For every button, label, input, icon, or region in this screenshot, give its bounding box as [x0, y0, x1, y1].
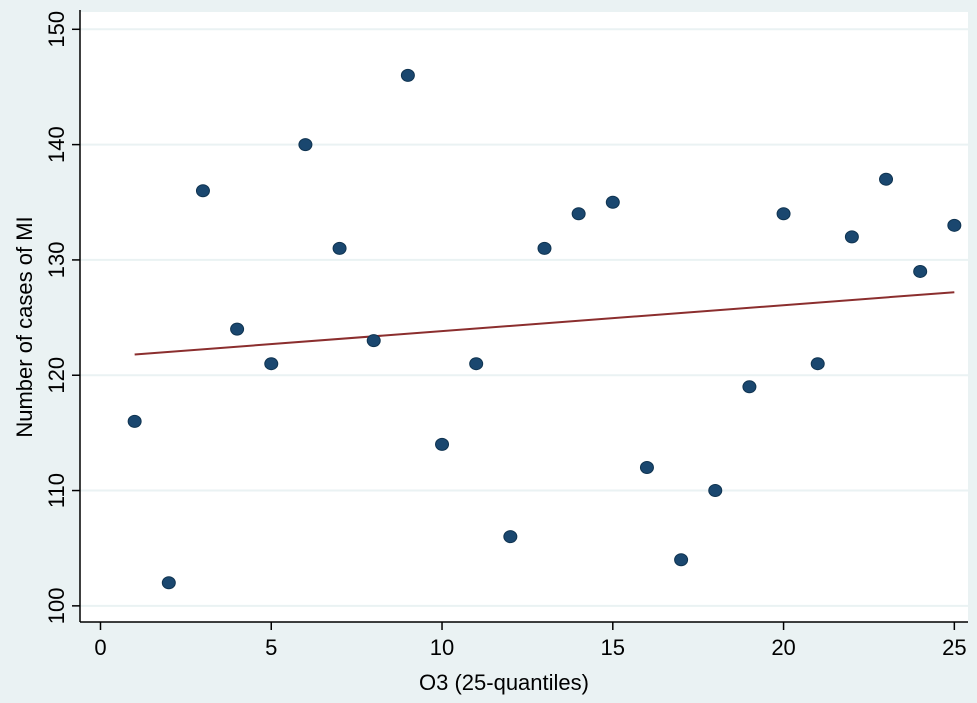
x-tick-label: 20: [771, 635, 795, 660]
grid-lines: [80, 28, 968, 607]
data-point: [400, 68, 415, 82]
data-point: [674, 553, 689, 567]
y-axis-title: Number of cases of MI: [12, 216, 37, 437]
data-point: [195, 184, 210, 198]
y-tick-label: 150: [44, 11, 69, 48]
data-point: [503, 530, 518, 544]
data-point: [913, 264, 928, 278]
data-point: [810, 357, 825, 371]
axes: 100 110 120 130 140 150 0 5 10 15 20 25: [44, 10, 968, 660]
data-point: [776, 207, 791, 221]
data-point: [571, 207, 586, 221]
y-tick-label: 130: [44, 242, 69, 279]
data-point: [742, 380, 757, 394]
data-point: [708, 484, 723, 498]
data-point: [947, 218, 962, 232]
y-tick-label: 110: [44, 473, 69, 508]
data-point: [366, 334, 381, 348]
data-point: [435, 437, 450, 451]
y-tick-label: 140: [44, 126, 69, 163]
y-tick-label: 120: [44, 357, 69, 394]
data-point: [298, 138, 313, 152]
plot-area: [80, 12, 968, 622]
x-tick-label: 10: [430, 635, 454, 660]
data-point: [332, 241, 347, 255]
data-point: [127, 414, 142, 428]
data-point: [879, 172, 894, 186]
fit-line-layer: [134, 291, 955, 356]
x-tick-label: 15: [601, 635, 625, 660]
x-tick-label: 25: [942, 635, 966, 660]
data-point: [469, 357, 484, 371]
fitted-line: [134, 291, 955, 356]
data-point: [264, 357, 279, 371]
data-points: [127, 68, 962, 590]
data-point: [639, 460, 654, 474]
x-axis-title: O3 (25-quantiles): [419, 670, 589, 695]
data-point: [230, 322, 245, 336]
x-tick-label: 0: [94, 635, 106, 660]
data-point: [844, 230, 859, 244]
data-point: [161, 576, 176, 590]
x-tick-label: 5: [265, 635, 277, 660]
y-tick-label: 100: [44, 587, 69, 624]
data-point: [605, 195, 620, 209]
data-point: [537, 241, 552, 255]
